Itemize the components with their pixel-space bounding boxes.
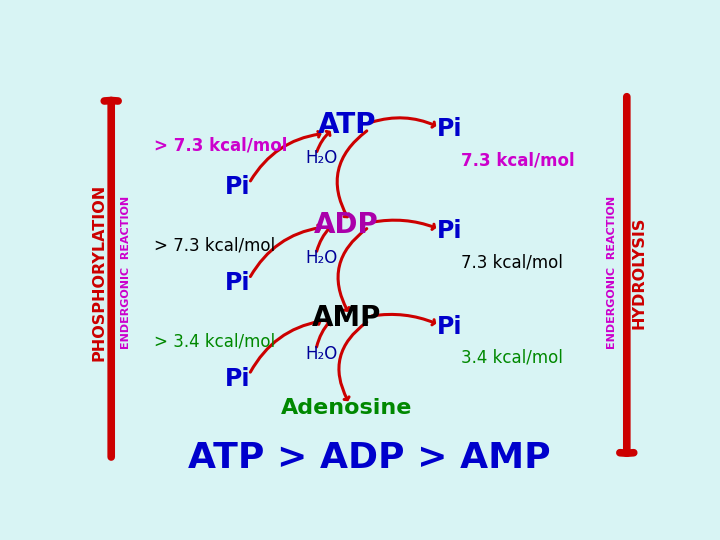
Text: 7.3 kcal/mol: 7.3 kcal/mol [461,253,563,271]
Text: 7.3 kcal/mol: 7.3 kcal/mol [461,151,575,170]
Text: > 3.4 kcal/mol: > 3.4 kcal/mol [154,332,275,350]
Text: Pi: Pi [437,219,463,243]
Text: HYDROLYSIS: HYDROLYSIS [631,217,646,329]
Text: > 7.3 kcal/mol: > 7.3 kcal/mol [154,137,287,155]
Text: H₂O: H₂O [305,249,338,267]
Text: Adenosine: Adenosine [281,398,413,418]
Text: Pi: Pi [437,117,463,141]
Text: Pi: Pi [225,176,251,199]
Text: 3.4 kcal/mol: 3.4 kcal/mol [461,349,563,367]
Text: ENDERGONIC  REACTION: ENDERGONIC REACTION [607,196,617,349]
Text: AMP: AMP [312,305,382,333]
Text: ENDERGONIC  REACTION: ENDERGONIC REACTION [121,196,131,349]
Text: PHOSPHORYLATION: PHOSPHORYLATION [92,184,107,361]
Text: Pi: Pi [437,315,463,339]
Text: Pi: Pi [225,271,251,295]
Text: ATP > ADP > AMP: ATP > ADP > AMP [188,441,550,475]
Text: ATP: ATP [318,111,376,139]
Text: H₂O: H₂O [305,150,338,167]
Text: H₂O: H₂O [305,345,338,363]
Text: > 7.3 kcal/mol: > 7.3 kcal/mol [154,237,275,255]
Text: Pi: Pi [225,367,251,391]
Text: ADP: ADP [315,211,379,239]
